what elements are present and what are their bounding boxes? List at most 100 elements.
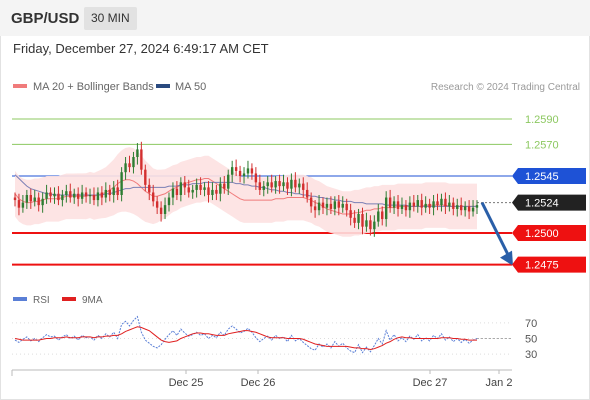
candle-body: [428, 203, 431, 208]
candle-body: [211, 189, 214, 195]
candle-body: [444, 198, 447, 207]
candle-body: [432, 201, 435, 208]
candle: [199, 177, 202, 195]
candle: [475, 200, 479, 214]
level-label-1: 1.2590: [525, 114, 559, 126]
candle-body: [317, 202, 321, 211]
candle-body: [298, 183, 301, 188]
candle: [388, 189, 392, 213]
candle-body: [309, 197, 313, 207]
candle-body: [155, 201, 159, 208]
candle-body: [76, 193, 80, 199]
candle: [96, 187, 100, 207]
chart-datetime: Friday, December 27, 2024 6:49:17 AM CET: [13, 41, 269, 56]
candle-body: [179, 182, 183, 195]
candle: [471, 200, 475, 217]
candle-body: [286, 182, 289, 189]
candle: [144, 164, 147, 192]
candle-body: [57, 193, 60, 201]
candle-body: [424, 203, 427, 208]
candle: [282, 174, 285, 192]
candle: [207, 181, 210, 203]
candle-body: [262, 186, 265, 190]
candle-body: [65, 191, 68, 195]
candle: [369, 215, 372, 236]
forecast-path: [480, 201, 513, 266]
candle-body: [53, 193, 56, 197]
candle-body: [341, 203, 344, 208]
candle: [317, 195, 321, 216]
candle-body: [124, 163, 127, 173]
timeframe-button[interactable]: 30 MIN: [84, 7, 137, 30]
candle: [179, 177, 183, 202]
rsi-tick-50: 50: [525, 334, 537, 346]
candle: [456, 198, 459, 217]
candle-body: [49, 192, 52, 197]
level-label-5: 1.2500: [525, 228, 559, 240]
chart-legend: MA 20 + Bollinger Bands MA 50 Research ©…: [13, 81, 580, 93]
rsi-tick-30: 30: [525, 349, 537, 361]
candle-body: [353, 217, 356, 223]
candle-body: [294, 179, 297, 188]
candle-body: [227, 174, 230, 189]
candle-body: [136, 149, 139, 157]
candle: [286, 177, 289, 195]
candle: [112, 181, 115, 203]
candle-body: [400, 205, 404, 209]
candle-body: [408, 202, 412, 211]
candle: [53, 187, 56, 204]
candle: [163, 197, 167, 220]
candle: [436, 193, 439, 211]
candle: [219, 177, 222, 202]
candle: [408, 196, 412, 218]
candle-body: [337, 201, 340, 208]
candle: [155, 196, 159, 214]
candle-body: [159, 207, 163, 214]
candle: [124, 157, 127, 180]
candle-body: [234, 167, 238, 171]
candle-body: [345, 203, 348, 211]
candle-body: [463, 206, 467, 211]
candle: [432, 195, 435, 216]
candle: [84, 187, 88, 203]
candle: [258, 174, 262, 195]
ma50-line: [14, 174, 477, 207]
candle: [242, 167, 246, 184]
candle-body: [242, 173, 246, 176]
ma9-legend-swatch: [62, 297, 76, 301]
candle: [250, 163, 254, 180]
candle-body: [440, 198, 443, 206]
candle: [325, 197, 329, 216]
candle: [329, 196, 333, 214]
candle: [215, 184, 218, 201]
candle: [29, 188, 32, 209]
candle: [49, 187, 52, 203]
candle-body: [199, 184, 202, 190]
candle-body: [120, 172, 123, 195]
candle-body: [207, 187, 210, 195]
research-credit: Research © 2024 Trading Central: [431, 82, 580, 93]
candle-body: [195, 184, 198, 190]
candle: [254, 167, 258, 190]
candle-body: [254, 173, 258, 183]
candle: [92, 187, 96, 206]
candle-body: [223, 183, 226, 189]
candle-body: [183, 182, 186, 188]
candle: [333, 196, 337, 216]
candle-body: [302, 183, 305, 190]
candle: [128, 155, 131, 173]
candle: [211, 182, 214, 201]
level-tag-5: [512, 225, 586, 241]
candle-body: [448, 202, 451, 207]
candle: [302, 177, 305, 198]
candle: [404, 200, 408, 217]
candle: [373, 215, 376, 237]
level-label-3: 1.2545: [525, 171, 559, 183]
candle: [175, 181, 179, 201]
candle-body: [365, 220, 368, 227]
candle: [65, 184, 68, 203]
candle-body: [290, 179, 293, 189]
candle: [400, 197, 404, 214]
level-label-2: 1.2570: [525, 139, 559, 151]
